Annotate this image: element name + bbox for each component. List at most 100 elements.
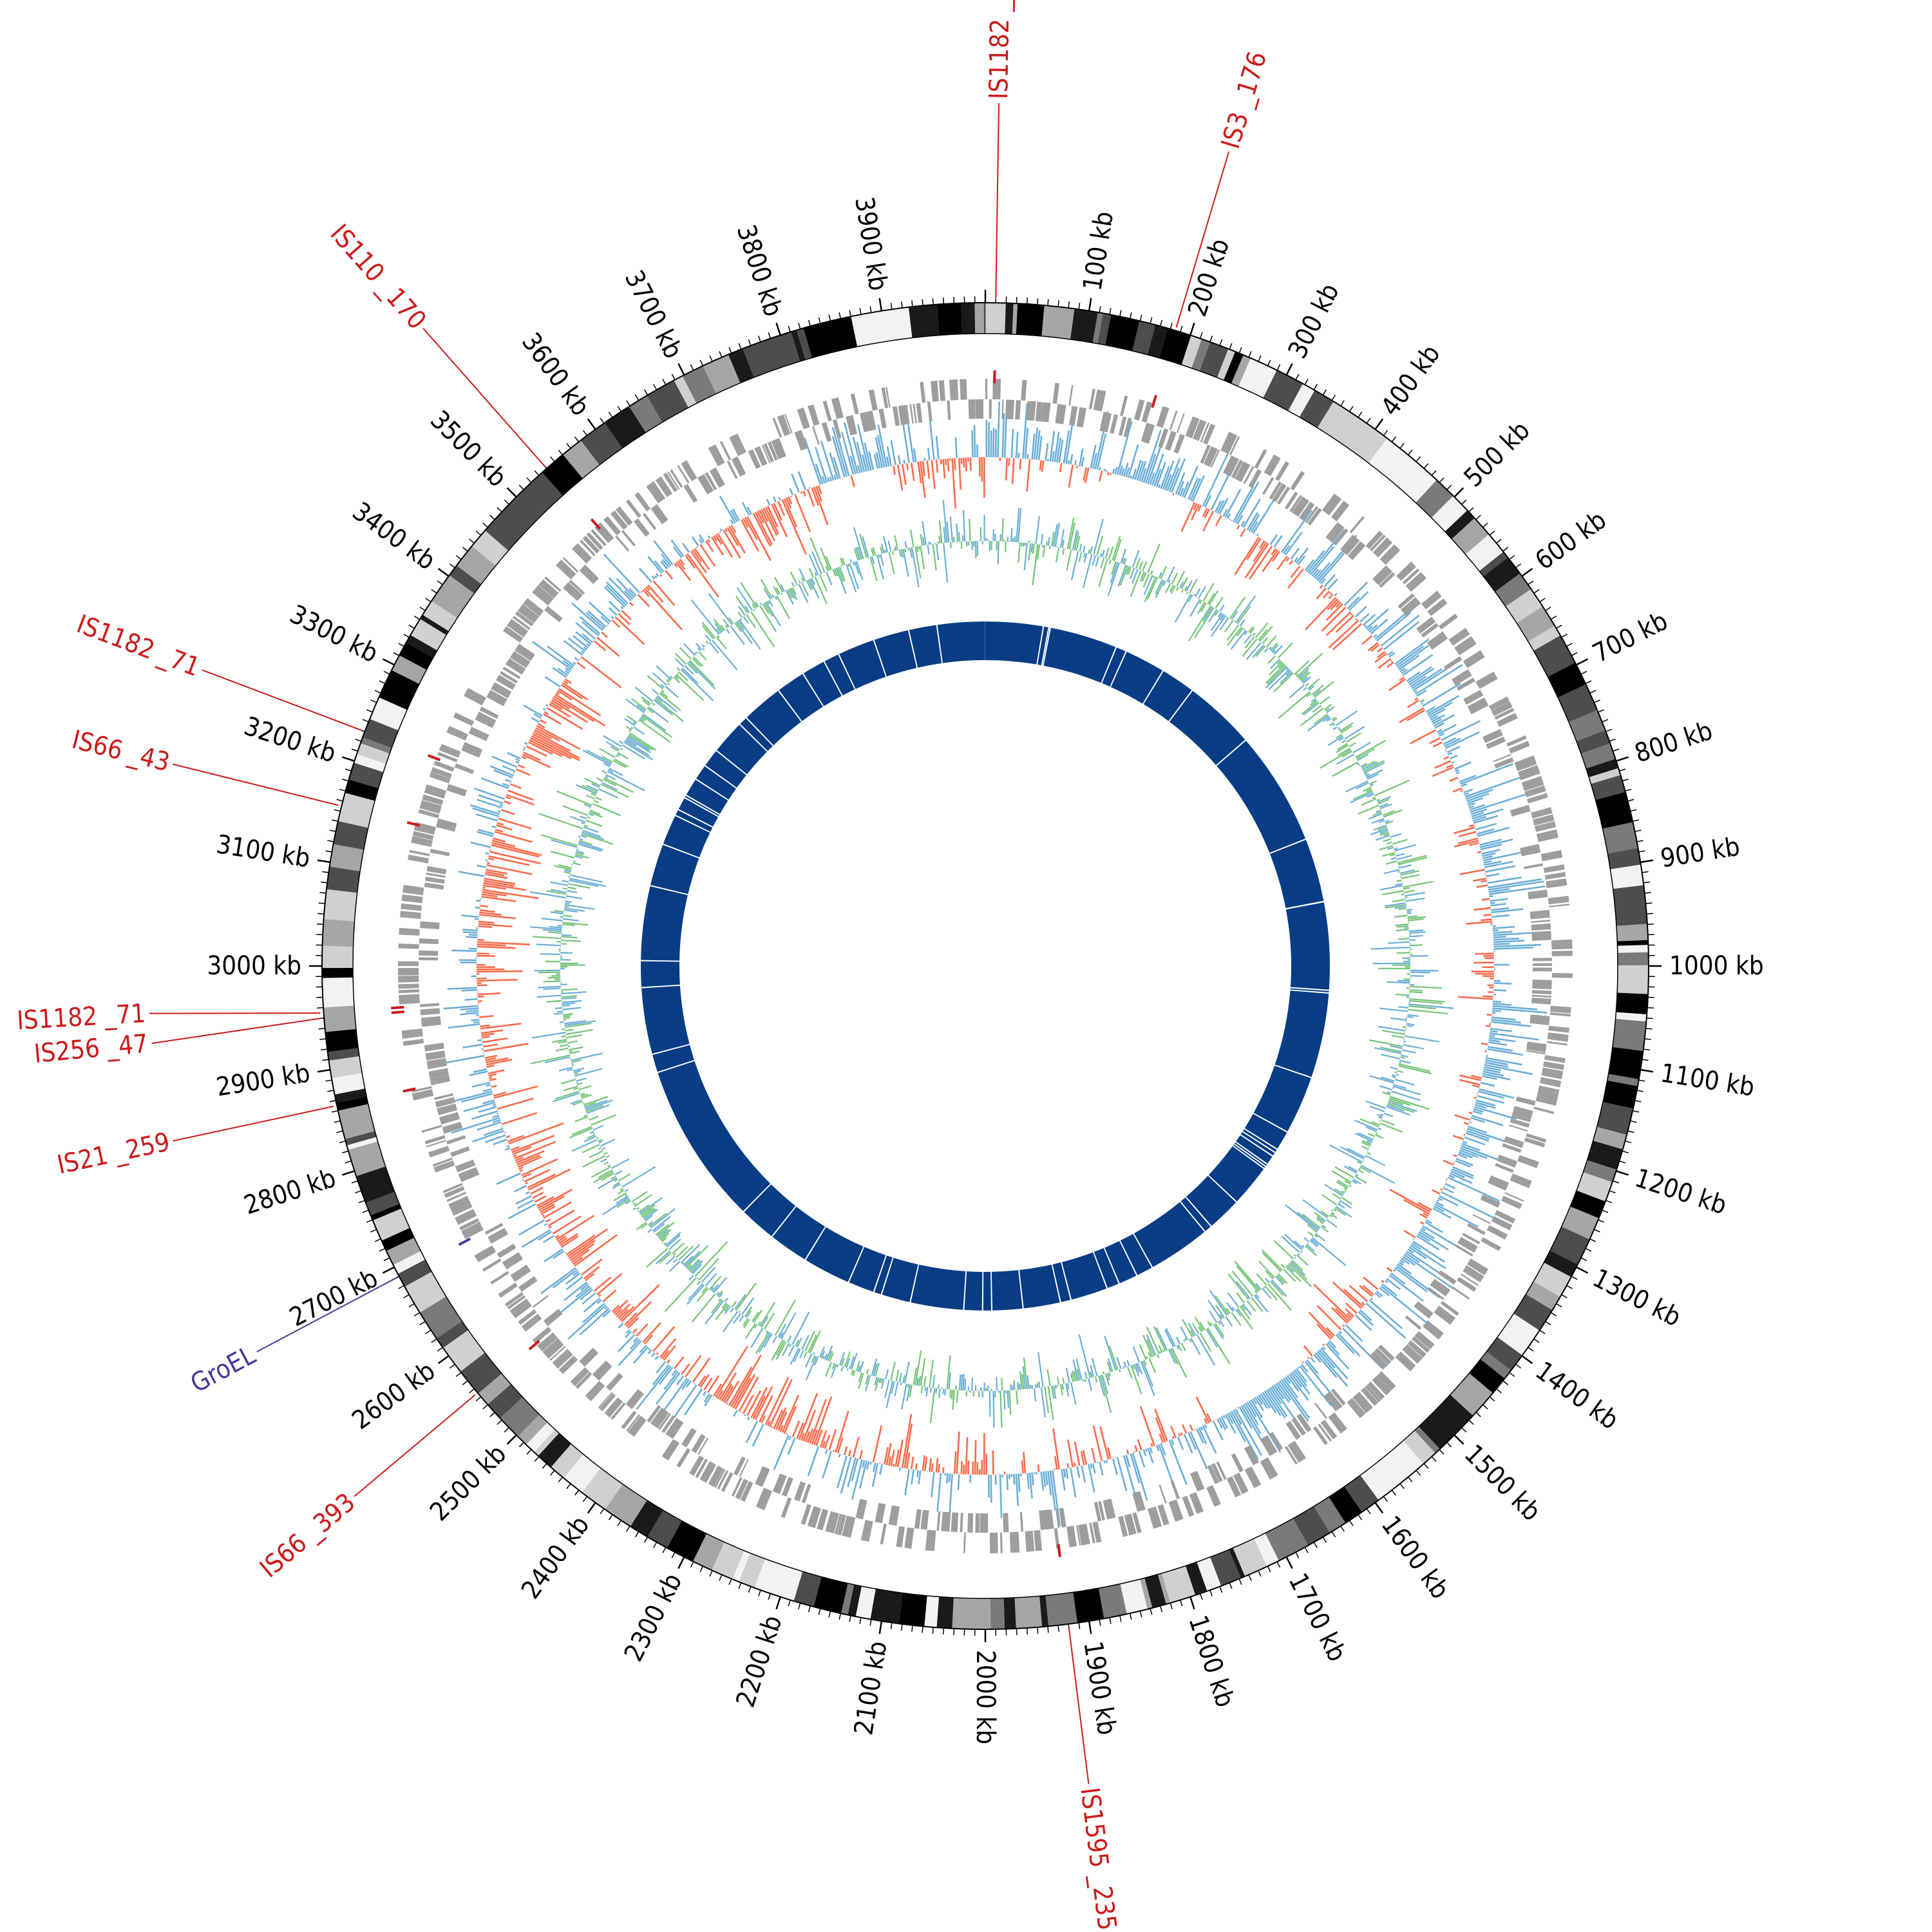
ideogram-band xyxy=(972,1598,991,1630)
ideogram-band xyxy=(355,1166,395,1203)
ideogram-band xyxy=(563,440,600,478)
ideogram-band xyxy=(1607,848,1641,870)
inner-ring-segment xyxy=(696,766,737,800)
tick-label: 1200 kb xyxy=(1631,1163,1730,1220)
ideogram-band xyxy=(1253,1533,1279,1567)
ideogram-band xyxy=(898,1593,927,1627)
ideogram-band xyxy=(1616,992,1649,1015)
ideogram-band xyxy=(1612,1019,1647,1052)
inner-ring-segment xyxy=(1242,1129,1277,1152)
is-element-label: IS66 _393 xyxy=(254,1488,361,1584)
inner-ring-segment xyxy=(1180,1197,1211,1231)
inner-ring-segment xyxy=(937,621,985,663)
ideogram-band xyxy=(1591,775,1626,800)
ideogram-band xyxy=(985,303,1007,334)
ideogram-band xyxy=(1039,1595,1048,1627)
ideogram-band xyxy=(983,302,986,334)
ideogram-band xyxy=(738,1553,766,1588)
ideogram-band xyxy=(1293,1506,1330,1546)
ideogram-band xyxy=(1583,749,1616,769)
ideogram-band xyxy=(647,380,689,422)
ideogram-band xyxy=(1224,351,1244,384)
ideogram-band xyxy=(667,1520,707,1562)
ideogram-band xyxy=(1583,1160,1617,1183)
ideogram-band xyxy=(1181,335,1202,368)
ideogram-band xyxy=(325,1028,359,1052)
inner-ring-segment xyxy=(1043,627,1116,683)
tick-label: 2400 kb xyxy=(516,1511,595,1605)
ideogram-band xyxy=(563,1454,587,1482)
ideogram-band xyxy=(1299,390,1334,428)
is-element-label: IS3 _176 xyxy=(1216,48,1273,152)
gene-blocks xyxy=(398,379,1573,1553)
ideogram-band xyxy=(1562,696,1598,723)
ideogram-band xyxy=(381,1227,415,1251)
tick-label: 2300 kb xyxy=(619,1569,688,1667)
ideogram-band xyxy=(732,1550,751,1582)
ideogram-band xyxy=(1576,730,1611,754)
tick-label: 1300 kb xyxy=(1588,1264,1686,1333)
ideogram-band xyxy=(1615,1012,1647,1022)
scale-ticks xyxy=(309,290,1662,1642)
inner-ring-segment xyxy=(909,625,942,668)
ideogram-band xyxy=(370,697,408,731)
ideogram-band xyxy=(1157,1573,1171,1605)
ideogram-band xyxy=(1385,451,1415,484)
ideogram-band xyxy=(1200,342,1229,378)
ideogram-band xyxy=(1159,328,1191,365)
ideogram-band xyxy=(471,530,509,566)
annotation-marker xyxy=(402,1087,416,1093)
ideogram-band xyxy=(323,889,357,922)
ideogram-band xyxy=(1533,635,1576,677)
ideogram-band xyxy=(1203,1557,1222,1589)
ideogram-band xyxy=(399,642,433,670)
ideogram-band xyxy=(1617,952,1649,966)
ideogram-band xyxy=(960,303,976,334)
tick-label: 2600 kb xyxy=(347,1356,441,1435)
inner-ring-segment xyxy=(641,886,688,961)
tick-label: 600 kb xyxy=(1530,505,1612,576)
ideogram-band xyxy=(753,1558,784,1595)
tick-label: 3400 kb xyxy=(347,497,441,576)
ideogram-band xyxy=(582,1468,623,1510)
inner-ring-segment xyxy=(1102,647,1126,687)
ideogram-band xyxy=(803,321,835,358)
ideogram-band xyxy=(1544,1251,1578,1278)
ideogram-band xyxy=(415,618,447,643)
ideogram-band xyxy=(1505,589,1543,623)
ideogram-band xyxy=(323,1005,356,1032)
inner-ring-segment xyxy=(1169,690,1245,766)
ideogram-band xyxy=(1479,551,1508,577)
ideogram-band xyxy=(1105,314,1140,351)
gc-content-track xyxy=(529,500,1454,1428)
inner-ring-segment xyxy=(1240,1132,1275,1156)
ideogram-band xyxy=(397,1259,432,1287)
ideogram-band xyxy=(1432,1394,1473,1435)
tick-label: 900 kb xyxy=(1658,832,1741,874)
ideogram-band xyxy=(1003,1597,1016,1629)
ideogram-band xyxy=(336,1096,368,1111)
ideogram-band xyxy=(460,1352,502,1394)
tick-label: 3700 kb xyxy=(619,266,688,364)
annotation-leader-line xyxy=(995,103,1000,300)
inner-ring-segment xyxy=(678,798,719,827)
ideogram-band xyxy=(1181,1566,1196,1597)
ideogram-band xyxy=(1533,1262,1571,1298)
ideogram-band xyxy=(1589,768,1621,784)
tick-label: 1700 kb xyxy=(1283,1569,1352,1667)
ideogram-band xyxy=(1568,710,1605,742)
inner-ring-segment xyxy=(1244,1113,1287,1149)
ideogram-band xyxy=(1144,1574,1166,1608)
ideogram-band xyxy=(337,792,375,828)
inner-ring-segment xyxy=(1233,1144,1265,1168)
ideogram-band xyxy=(436,1321,469,1348)
ideogram-band xyxy=(813,1577,848,1614)
ideogram-band xyxy=(796,328,813,360)
inner-ring-segment xyxy=(686,779,728,814)
inner-ring-segment xyxy=(824,654,855,696)
tick-label: 800 kb xyxy=(1631,716,1716,769)
ideogram-band xyxy=(329,844,364,871)
ideogram-band xyxy=(828,316,858,352)
ideogram-band xyxy=(937,303,962,336)
gc-skew-positive-bars xyxy=(440,400,1551,1526)
